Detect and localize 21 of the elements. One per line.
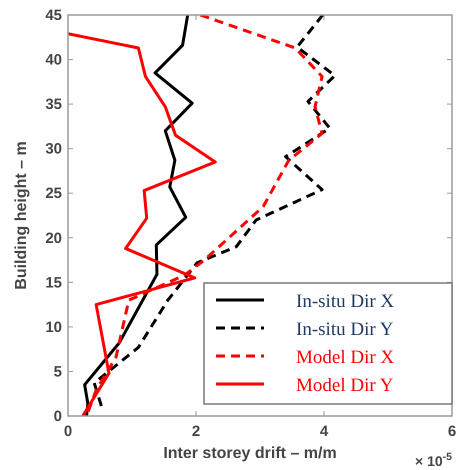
y-tick-label: 30 [45,140,62,158]
x-tick-label: 2 [192,423,200,440]
y-tick-label: 45 [45,7,62,24]
y-tick-label: 40 [45,52,62,69]
line-series [83,15,194,416]
x-tick-label: 6 [448,423,456,440]
legend-label: Model Dir X [296,347,394,368]
text: × 10$^{-5}$ [415,451,452,469]
legend-label: In-situ Dir X [296,291,394,312]
x-tick-label: 4 [320,423,329,440]
x-axis-title: Inter storey drift – m/m [163,445,337,462]
y-axis-title: Building height – m [13,141,30,290]
y-tick-label: 20 [45,230,62,247]
y-tick-label: 15 [45,274,62,292]
y-tick-label: 35 [45,96,62,114]
legend-label: Model Dir Y [296,375,394,396]
legend-label: In-situ Dir Y [296,319,394,340]
y-tick-label: 25 [45,185,62,202]
y-tick-label: 5 [54,363,62,380]
y-tick-label: 10 [45,318,62,336]
y-tick-label: 0 [54,408,62,425]
